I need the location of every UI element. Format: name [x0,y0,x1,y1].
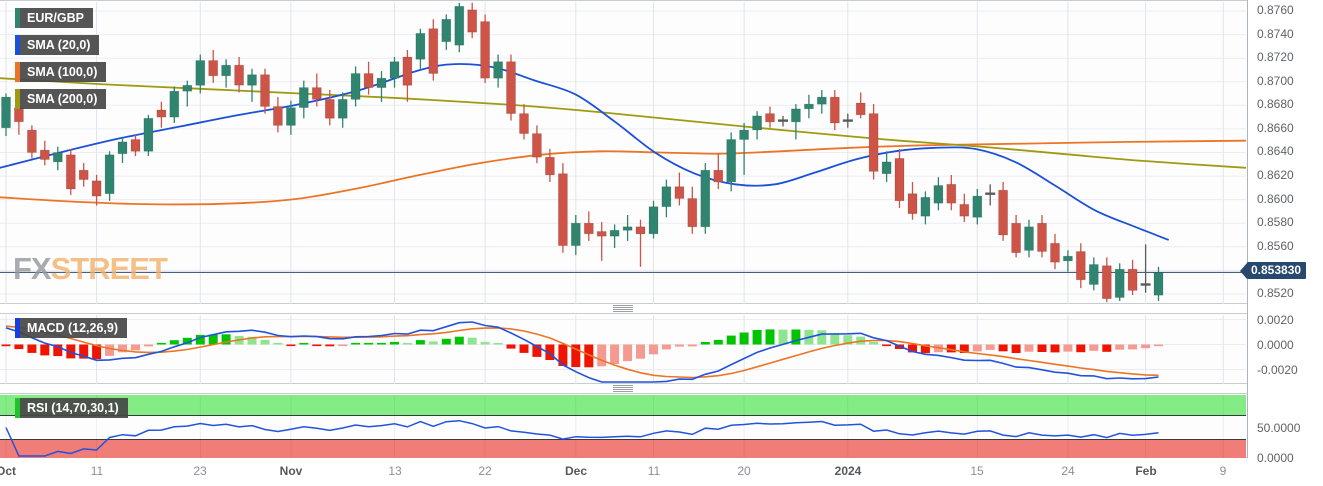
panel-resize-handle[interactable] [613,385,633,392]
time-axis-label: 24 [1061,464,1075,478]
time-axis-label: 13 [388,464,402,478]
time-axis-label: 23 [193,464,207,478]
legend-macd-color-bar [15,318,20,338]
rsi-chart-svg [0,395,1246,458]
rsi-axis-label: 0.0000 [1257,451,1294,465]
legend-sma20-chip[interactable]: SMA (20,0) [15,35,100,55]
price-tag-value: 0.853830 [1247,262,1307,279]
price-tag-arrow-icon [1240,262,1247,279]
candles-layer [1,2,1164,303]
rsi-panel[interactable]: RSI (14,70,30,1) [0,393,1247,458]
sma-lines [0,63,1246,241]
price-axis-label: 0.8640 [1257,144,1294,158]
price-axis-label: 0.8620 [1257,168,1294,182]
legend-sma20-color-bar [15,35,20,55]
fxstreet-watermark: FXSTREET [13,251,168,287]
time-axis-label: 11 [647,464,661,478]
legend-sma20-label: SMA (20,0) [20,35,100,55]
price-axis-label: 0.8680 [1257,97,1294,111]
price-axis-label: 0.8660 [1257,121,1294,135]
watermark-street: STREET [50,251,168,286]
price-axis[interactable]: 0.8760 0.8740 0.8720 0.8700 0.8680 0.8660 0.86… [1247,0,1323,465]
price-axis-label: 0.8560 [1257,239,1294,253]
legend-symbol-chip[interactable]: EUR/GBP [15,8,93,28]
time-axis-label: 20 [737,464,751,478]
current-price-tag: 0.853830 [1240,262,1307,279]
legend-sma100-chip[interactable]: SMA (100,0) [15,62,107,82]
legend-sma100-label: SMA (100,0) [20,62,107,82]
macd-axis-label: 0.0000 [1257,338,1294,352]
macd-chart-svg [0,315,1246,384]
time-axis-label: 15 [970,464,984,478]
price-axis-label: 0.8720 [1257,50,1294,64]
rsi-bands [0,395,1246,458]
price-axis-label: 0.8760 [1257,3,1294,17]
legend-sma200-chip[interactable]: SMA (200,0) [15,89,107,109]
time-axis-label: Dec [564,464,588,478]
rsi-gridlines [5,395,1224,458]
macd-axis-label: -0.0020 [1257,363,1298,377]
legend-macd-label: MACD (12,26,9) [20,318,127,338]
rsi-axis-label: 50.0000 [1257,421,1301,435]
price-axis-label: 0.8520 [1257,286,1294,300]
rsi-line [5,419,1159,457]
watermark-fx: FX [13,251,52,286]
legend-symbol-label: EUR/GBP [20,8,93,28]
legend-sma200-label: SMA (200,0) [20,89,107,109]
time-axis[interactable]: Oct 11 23 Nov 13 22 Dec 11 20 2024 15 24 Feb 9 [0,458,1323,486]
macd-lines [5,321,1159,383]
legend-rsi-color-bar [15,398,20,418]
legend-sma200-color-bar [15,89,20,109]
price-axis-label: 0.8700 [1257,74,1294,88]
panel-separator [0,304,1247,313]
time-axis-label: 11 [90,464,104,478]
time-axis-label: Nov [279,464,303,478]
price-axis-label: 0.8580 [1257,215,1294,229]
legend-sma100-color-bar [15,62,20,82]
panel-separator [0,384,1247,393]
time-axis-label: 2024 [834,464,862,478]
legend-rsi-label: RSI (14,70,30,1) [20,398,128,418]
price-panel[interactable]: FXSTREET EUR/GBP SMA (20,0) SMA (100,0) … [0,0,1247,304]
macd-axis-label: 0.0020 [1257,313,1294,327]
macd-histogram [1,329,1163,368]
panel-resize-handle[interactable] [613,305,633,312]
legend-rsi-chip[interactable]: RSI (14,70,30,1) [15,398,128,418]
price-gridlines [0,2,1246,304]
price-axis-label: 0.8600 [1257,192,1294,206]
time-axis-label: Oct [0,464,17,478]
macd-panel[interactable]: MACD (12,26,9) [0,313,1247,384]
legend-symbol-color-bar [15,8,20,28]
price-chart-svg [0,2,1246,304]
price-axis-label: 0.8740 [1257,27,1294,41]
time-axis-label: 9 [1219,464,1227,478]
legend-macd-chip[interactable]: MACD (12,26,9) [15,318,127,338]
time-axis-label: Feb [1135,464,1157,478]
time-axis-label: 22 [478,464,492,478]
